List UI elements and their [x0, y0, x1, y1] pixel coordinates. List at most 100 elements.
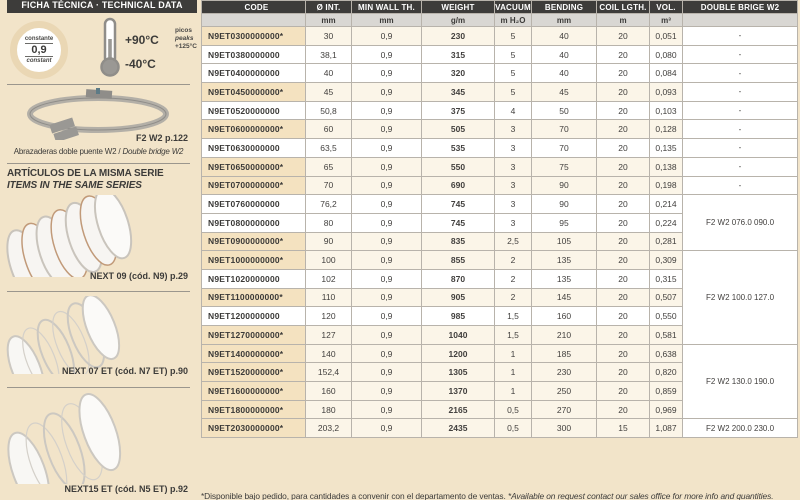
- temperature-range: +90°C -40°C picos peaks +125°C: [97, 15, 197, 79]
- temp-max: +90°C: [125, 33, 159, 47]
- diameter-cell: 50,8: [305, 100, 352, 121]
- diameter-cell: 65: [305, 156, 352, 177]
- code-cell: N9ET0700000000*: [201, 175, 306, 196]
- wall-cell: 0,9: [351, 343, 422, 364]
- volume-cell: 0,093: [649, 82, 683, 102]
- weight-cell: 320: [421, 63, 495, 84]
- table-row: N9ET0520000000 50,8 0,9 375 4 50 20 0,103-: [201, 100, 798, 121]
- diameter-cell: 63,5: [305, 138, 352, 158]
- volume-cell: 0,315: [649, 268, 683, 289]
- coil-cell: 20: [596, 194, 650, 214]
- code-cell: N9ET0760000000: [201, 194, 306, 214]
- vacuum-cell: 3: [494, 194, 532, 214]
- column-header: WEIGHT: [421, 0, 495, 14]
- wall-cell: 0,9: [351, 156, 422, 177]
- series-item-next09: NEXT 09 (cód. N9) p.29: [89, 271, 188, 281]
- bending-cell: 70: [531, 119, 597, 140]
- bending-cell: 45: [531, 82, 597, 102]
- wall-cell: 0,9: [351, 44, 422, 65]
- column-header: COIL LGTH.: [596, 0, 650, 14]
- constant-badge: constante 0,9 constant: [10, 21, 68, 79]
- peaks-label-es: picos: [175, 27, 192, 34]
- footnote-es: *Disponible bajo pedido, para cantidades…: [201, 491, 508, 500]
- weight-cell: 745: [421, 194, 495, 214]
- vacuum-cell: 1,5: [494, 306, 532, 326]
- bending-cell: 185: [531, 343, 597, 364]
- table-row: N9ET1800000000* 180 0,9 2165 0,5 270 20 0,969: [201, 399, 798, 420]
- clamp-caption-en: Double bridge W2: [122, 147, 184, 156]
- vacuum-cell: 4: [494, 100, 532, 121]
- diameter-cell: 76,2: [305, 194, 352, 214]
- coil-cell: 20: [596, 212, 650, 233]
- series-title-en: ITEMS IN THE SAME SERIES: [7, 180, 142, 191]
- diameter-cell: 80: [305, 212, 352, 233]
- code-cell: N9ET0800000000: [201, 212, 306, 233]
- code-cell: N9ET0600000000*: [201, 119, 306, 140]
- clamp-figure: [8, 86, 183, 145]
- coil-cell: 20: [596, 306, 650, 326]
- coil-cell: 20: [596, 175, 650, 196]
- code-cell: N9ET2030000000*: [201, 418, 306, 439]
- table-row: N9ET0650000000* 65 0,9 550 3 75 20 0,138-: [201, 156, 798, 177]
- spec-table: CODE Ø INT. MIN WALL TH. WEIGHT VACUUM BENDIN…: [201, 0, 798, 439]
- column-header: MIN WALL TH.: [351, 0, 422, 14]
- volume-cell: 0,507: [649, 287, 683, 308]
- double-bridge-cell: -: [682, 63, 798, 84]
- weight-cell: 1370: [421, 381, 495, 401]
- coil-cell: 20: [596, 156, 650, 177]
- diameter-cell: 110: [305, 287, 352, 308]
- double-bridge-cell: -: [682, 100, 798, 121]
- wall-cell: 0,9: [351, 399, 422, 420]
- code-cell: N9ET1520000000*: [201, 362, 306, 383]
- thermometer-icon: [100, 17, 120, 77]
- column-header: VACUUM: [494, 0, 532, 14]
- vacuum-cell: 0,5: [494, 399, 532, 420]
- bending-cell: 210: [531, 325, 597, 345]
- bending-cell: 75: [531, 156, 597, 177]
- clamp-page-ref: F2 W2 p.122: [135, 133, 188, 143]
- divider: [7, 84, 190, 85]
- weight-cell: 1305: [421, 362, 495, 383]
- left-info-panel: FICHA TÉCNICA · TECHNICAL DATA constante…: [0, 0, 197, 500]
- bending-cell: 135: [531, 268, 597, 289]
- code-cell: N9ET0520000000: [201, 100, 306, 121]
- column-header: CODE: [201, 0, 306, 14]
- vacuum-cell: 3: [494, 119, 532, 140]
- code-cell: N9ET0650000000*: [201, 156, 306, 177]
- unit-header: g/m: [421, 13, 495, 27]
- diameter-cell: 45: [305, 82, 352, 102]
- table-row: N9ET0600000000* 60 0,9 505 3 70 20 0,128-: [201, 119, 798, 140]
- vacuum-cell: 5: [494, 63, 532, 84]
- weight-cell: 315: [421, 44, 495, 65]
- double-bridge-cell: -: [682, 156, 798, 177]
- panel-title: FICHA TÉCNICA · TECHNICAL DATA: [7, 0, 197, 13]
- weight-cell: 230: [421, 26, 495, 46]
- bending-cell: 160: [531, 306, 597, 326]
- vacuum-cell: 3: [494, 212, 532, 233]
- vacuum-cell: 5: [494, 82, 532, 102]
- code-cell: N9ET1800000000*: [201, 399, 306, 420]
- wall-cell: 0,9: [351, 287, 422, 308]
- unit-header: m H₂O: [494, 13, 532, 27]
- diameter-cell: 102: [305, 268, 352, 289]
- volume-cell: 0,581: [649, 325, 683, 345]
- code-cell: N9ET1100000000*: [201, 287, 306, 308]
- vacuum-cell: 5: [494, 44, 532, 65]
- diameter-cell: 38,1: [305, 44, 352, 65]
- coil-cell: 20: [596, 119, 650, 140]
- volume-cell: 1,087: [649, 418, 683, 439]
- vacuum-cell: 0,5: [494, 418, 532, 439]
- column-header: VOL.: [649, 0, 683, 14]
- table-row: N9ET1600000000* 160 0,9 1370 1 250 20 0,859: [201, 381, 798, 401]
- vacuum-cell: 3: [494, 175, 532, 196]
- double-bridge-cell: -: [682, 119, 798, 140]
- series-item-next07et: NEXT 07 ET (cód. N7 ET) p.90: [61, 366, 188, 376]
- wall-cell: 0,9: [351, 231, 422, 252]
- volume-cell: 0,281: [649, 231, 683, 252]
- diameter-cell: 70: [305, 175, 352, 196]
- double-bridge-cell: -: [682, 138, 798, 158]
- table-row: N9ET1400000000* 140 0,9 1200 1 185 20 0,638 F2 W…: [201, 343, 798, 420]
- diameter-cell: 160: [305, 381, 352, 401]
- hose-photo-next09: [0, 188, 178, 301]
- hose-photo-next15et: [0, 392, 178, 500]
